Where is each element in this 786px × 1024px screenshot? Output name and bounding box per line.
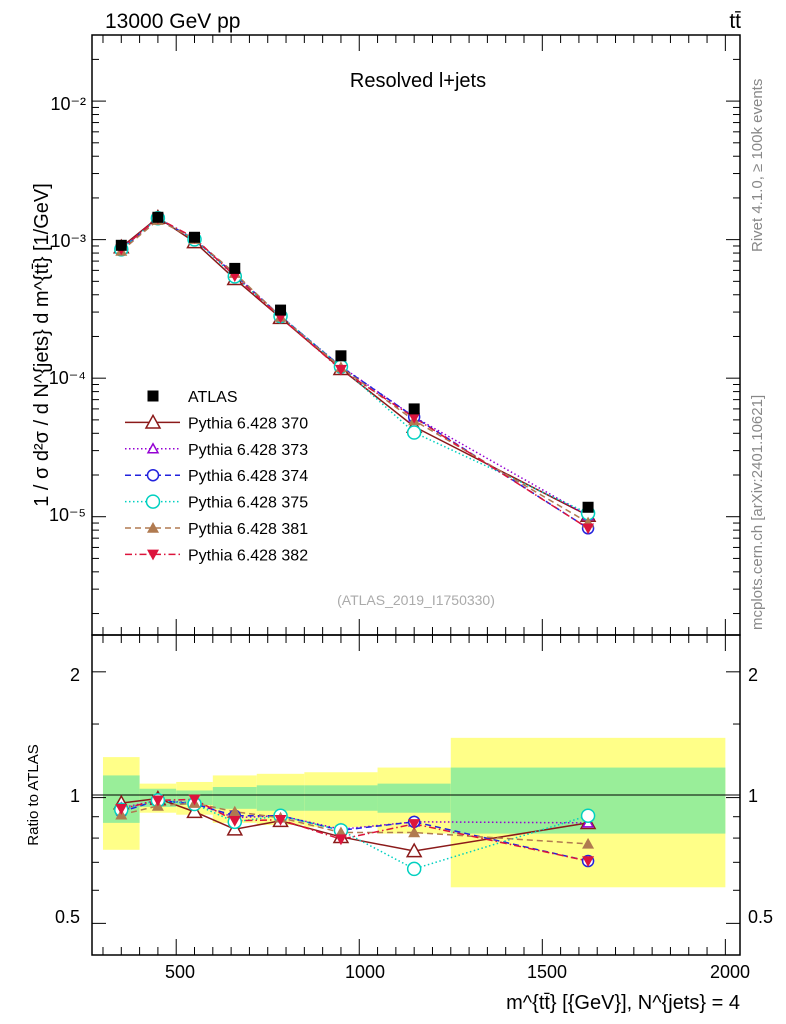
main-y-ticks — [92, 34, 740, 615]
ratio-series-5-point-7 — [582, 856, 595, 868]
series-5-point-7 — [582, 523, 595, 535]
plot-title: Resolved l+jets — [350, 70, 486, 92]
xtick-label-500: 500 — [165, 962, 195, 982]
legend-marker-5 — [147, 522, 159, 533]
ratio-series-5-point-0 — [115, 804, 128, 815]
legend-marker-2 — [146, 442, 160, 454]
ratio-ytick-label-1: 1 — [70, 786, 80, 806]
legend-label-0: ATLAS — [188, 389, 238, 406]
series-5-point-6 — [408, 412, 421, 424]
atlas-data-point-7 — [582, 501, 594, 513]
mcplots-label: mcplots.cern.ch [arXiv:2401.10621] — [749, 395, 766, 630]
ratio-series-5-point-3 — [228, 815, 241, 827]
xtick-label-1000: 1000 — [345, 962, 385, 982]
ytick-label-1e-3: 10⁻³ — [50, 231, 86, 251]
legend-marker-3 — [146, 468, 160, 482]
ytick-label-1e-5: 10⁻⁵ — [49, 505, 86, 525]
ratio-stat-band — [304, 785, 378, 811]
legend-marker-6 — [147, 549, 159, 561]
ratio-series-4-point-7 — [582, 837, 595, 849]
ratio-series-3-point-6 — [406, 861, 422, 877]
xtick-label-2000: 2000 — [710, 962, 750, 982]
legend-marker-4 — [145, 494, 161, 509]
legend-label-6: Pythia 6.428 382 — [188, 547, 308, 564]
ratio-y-axis-label: Ratio to ATLAS — [25, 744, 42, 845]
ytick-label-1e-4: 10⁻⁴ — [49, 368, 86, 388]
ratio-stat-band — [256, 785, 305, 811]
ratio-series-4-point-6 — [408, 826, 421, 838]
ratio-series-5-point-6 — [408, 819, 421, 830]
ratio-series-5-point-1 — [151, 795, 164, 807]
analysis-id: (ATLAS_2019_I1750330) — [337, 592, 495, 608]
legend-marker-0 — [147, 390, 159, 402]
ytick-label-1e-2: 10⁻² — [50, 94, 86, 114]
atlas-data-point-1 — [152, 211, 164, 223]
atlas-data-point-0 — [115, 239, 127, 251]
main-x-ticks — [102, 35, 726, 635]
process-label: tt̄ — [729, 10, 741, 33]
series-5-point-5 — [334, 364, 347, 376]
ratio-ytick-label-2-right: 2 — [748, 665, 758, 685]
legend-marker-1 — [144, 413, 162, 429]
legend-label-4: Pythia 6.428 375 — [188, 495, 308, 512]
main-plot-panel: 10⁻⁵ 10⁻⁴ 10⁻³ 10⁻² Resolved l+jets (ATL… — [31, 34, 741, 636]
legend-label-1: Pythia 6.428 370 — [188, 415, 308, 432]
main-y-axis-label: 1 / σ d²σ / d N^{jets} d m^{tt̄} [1/GeV] — [31, 183, 53, 507]
ratio-ytick-label-0.5: 0.5 — [55, 907, 80, 927]
atlas-data-point-3 — [229, 262, 241, 274]
main-plot-markers — [113, 209, 597, 535]
x-axis-label: m^{tt̄} [{GeV}], N^{jets} = 4 — [506, 992, 740, 1014]
legend-label-3: Pythia 6.428 374 — [188, 468, 308, 485]
ratio-x-ticks — [102, 635, 726, 955]
rivet-version-label: Rivet 4.1.0, ≥ 100k events — [749, 79, 766, 252]
main-plot-frame — [91, 34, 741, 636]
ratio-series-0-point-6 — [405, 842, 423, 858]
ratio-markers — [113, 789, 597, 877]
series-5-point-3 — [228, 271, 241, 283]
ratio-ytick-label-2: 2 — [70, 665, 80, 685]
atlas-data-point-2 — [189, 231, 201, 243]
ratio-stat-band — [212, 787, 257, 809]
ratio-series-3-point-7 — [580, 808, 596, 823]
legend-label-2: Pythia 6.428 373 — [188, 442, 308, 459]
ratio-series-line-4 — [121, 802, 589, 845]
ratio-ytick-label-0.5-right: 0.5 — [748, 907, 773, 927]
series-3-point-6 — [406, 425, 422, 440]
atlas-data-point-6 — [408, 403, 420, 415]
ratio-series-5-point-5 — [334, 834, 347, 846]
ratio-y-ticks — [92, 671, 740, 924]
ratio-series-5-point-4 — [274, 814, 287, 826]
atlas-data-point-5 — [335, 350, 347, 362]
ratio-stat-band — [377, 783, 451, 813]
ratio-plot-frame — [91, 634, 741, 956]
legend: ATLAS Pythia 6.428 370 Pythia 6.428 373 Pyt… — [125, 389, 308, 564]
xtick-label-1500: 1500 — [527, 962, 567, 982]
ratio-series-5-point-2 — [188, 794, 201, 806]
ratio-series-4-point-3 — [228, 805, 241, 817]
ratio-ytick-label-1-right: 1 — [748, 786, 758, 806]
ratio-plot-panel: 0.5 1 2 0.5 1 2 Ratio to ATLAS 500 1000 … — [25, 634, 773, 1014]
energy-label: 13000 GeV pp — [105, 10, 240, 33]
legend-label-5: Pythia 6.428 381 — [188, 521, 308, 538]
atlas-data-point-4 — [275, 304, 287, 316]
